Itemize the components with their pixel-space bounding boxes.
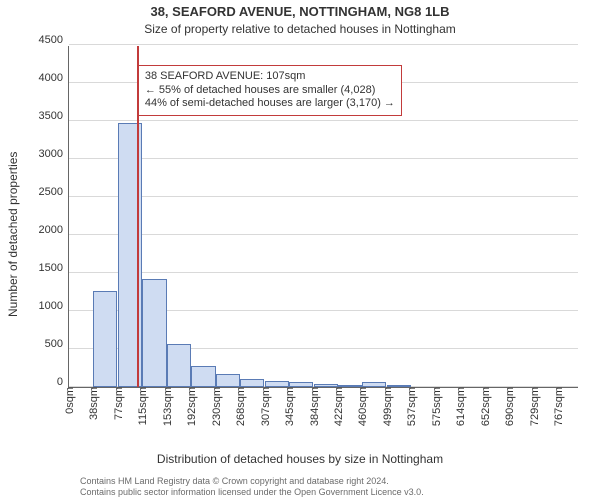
x-tick-label: 38sqm [86,387,100,420]
x-tick-label: 0sqm [62,387,76,414]
x-tick-label: 729sqm [527,387,541,426]
annotation-line-2: ← 55% of detached houses are smaller (4,… [145,84,395,98]
chart-container: 38, SEAFORD AVENUE, NOTTINGHAM, NG8 1LB … [0,0,600,500]
x-tick-label: 422sqm [331,387,345,426]
histogram-bar [216,374,240,387]
y-tick-label: 500 [45,338,69,350]
plot-area: 0500100015002000250030003500400045000sqm… [68,46,578,388]
x-tick-label: 460sqm [355,387,369,426]
chart-title: 38, SEAFORD AVENUE, NOTTINGHAM, NG8 1LB [0,4,600,19]
histogram-bar [240,379,264,387]
x-tick-label: 153sqm [160,387,174,426]
x-axis-label: Distribution of detached houses by size … [0,452,600,466]
histogram-bar [142,279,166,387]
y-tick-label: 1000 [39,300,69,312]
gridline-h [69,234,578,235]
y-tick-label: 3500 [39,110,69,122]
histogram-bar [191,366,215,387]
y-tick-label: 4000 [39,72,69,84]
attribution-line-2: Contains public sector information licen… [80,487,424,498]
x-tick-label: 230sqm [209,387,223,426]
histogram-bar [167,344,191,387]
y-tick-label: 2000 [39,224,69,236]
y-tick-label: 2500 [39,186,69,198]
x-tick-label: 77sqm [111,387,125,420]
x-tick-label: 499sqm [380,387,394,426]
chart-subtitle: Size of property relative to detached ho… [0,22,600,36]
x-tick-label: 192sqm [184,387,198,426]
annotation-line-1: 38 SEAFORD AVENUE: 107sqm [145,70,395,84]
histogram-bar [93,291,117,387]
gridline-h [69,272,578,273]
x-tick-label: 575sqm [429,387,443,426]
x-tick-label: 268sqm [233,387,247,426]
gridline-h [69,158,578,159]
x-tick-label: 307sqm [258,387,272,426]
x-tick-label: 652sqm [478,387,492,426]
y-tick-label: 3000 [39,148,69,160]
x-tick-label: 767sqm [551,387,565,426]
y-axis-label: Number of detached properties [6,152,20,317]
gridline-h [69,44,578,45]
attribution-footer: Contains HM Land Registry data © Crown c… [80,476,424,498]
x-tick-label: 384sqm [307,387,321,426]
gridline-h [69,196,578,197]
attribution-line-1: Contains HM Land Registry data © Crown c… [80,476,424,487]
annotation-line-3: 44% of semi-detached houses are larger (… [145,97,395,111]
x-tick-label: 115sqm [135,387,149,425]
y-tick-label: 4500 [39,34,69,46]
x-tick-label: 690sqm [502,387,516,426]
x-tick-label: 614sqm [453,387,467,426]
y-tick-label: 1500 [39,262,69,274]
gridline-h [69,120,578,121]
x-tick-label: 345sqm [282,387,296,426]
x-tick-label: 537sqm [404,387,418,426]
annotation-box: 38 SEAFORD AVENUE: 107sqm ← 55% of detac… [138,65,402,116]
